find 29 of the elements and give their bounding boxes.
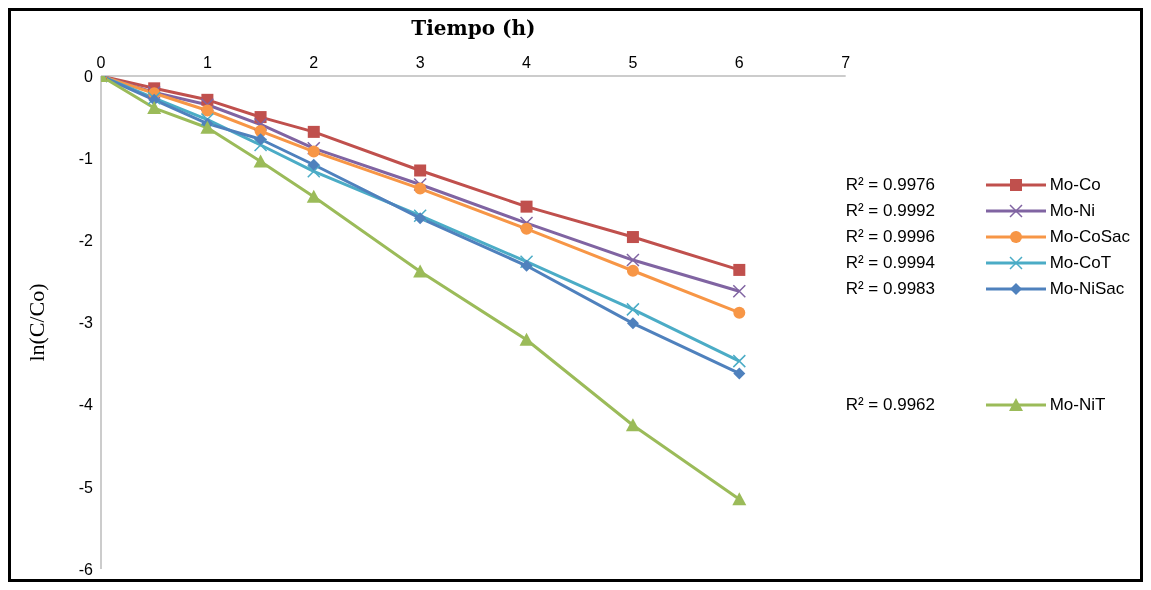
annotation: R² = 0.9983 bbox=[845, 279, 936, 299]
y-tick-label: -5 bbox=[78, 478, 94, 496]
legend-label: Mo-NiT bbox=[1049, 395, 1106, 415]
y-tick-label: -6 bbox=[78, 560, 94, 578]
legend-label: Mo-Co bbox=[1049, 175, 1101, 195]
legend-label: Mo-CoT bbox=[1049, 253, 1112, 273]
y-tick-label: -1 bbox=[78, 149, 94, 167]
x-axis-title: Tiempo (h) bbox=[411, 16, 536, 41]
annotation: R² = 0.9976 bbox=[845, 175, 936, 195]
legend-label: Mo-CoSac bbox=[1049, 227, 1130, 247]
y-axis-title: ln(C/Co) bbox=[23, 283, 49, 362]
annotation: R² = 0.9992 bbox=[845, 201, 936, 221]
x-tick-label: 6 bbox=[734, 54, 744, 71]
legend-label: Mo-NiSac bbox=[1049, 279, 1125, 299]
annotation: R² = 0.9994 bbox=[845, 253, 936, 273]
y-tick-label: -3 bbox=[78, 314, 94, 332]
legend-label: Mo-Ni bbox=[1049, 201, 1096, 221]
x-tick-label: 1 bbox=[202, 54, 212, 71]
x-tick-label: 5 bbox=[628, 54, 638, 71]
y-tick-label: -4 bbox=[78, 396, 94, 414]
annotation: R² = 0.9962 bbox=[845, 395, 936, 415]
x-tick-label: 2 bbox=[309, 54, 319, 71]
y-tick-label: -2 bbox=[78, 232, 94, 250]
x-tick-label: 3 bbox=[415, 54, 425, 71]
x-tick-label: 0 bbox=[96, 54, 106, 71]
x-tick-label: 4 bbox=[522, 54, 532, 71]
y-tick-label: 0 bbox=[84, 67, 94, 85]
x-tick-label: 7 bbox=[841, 54, 851, 71]
annotation: R² = 0.9996 bbox=[845, 227, 936, 247]
